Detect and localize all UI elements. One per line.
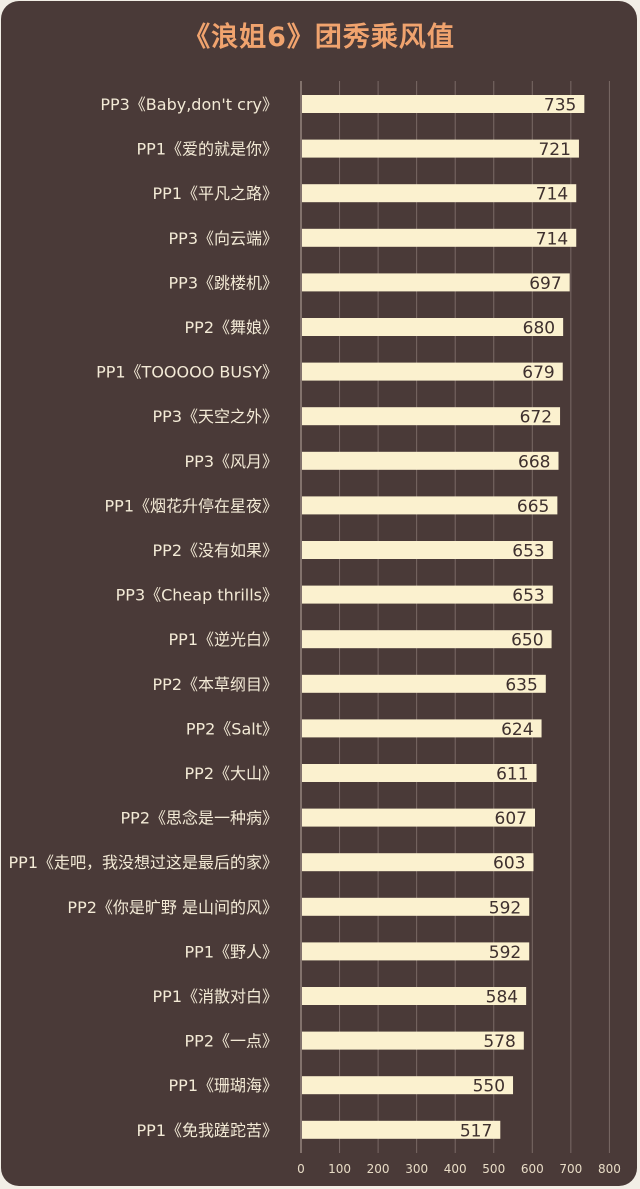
- bar: [302, 407, 561, 426]
- value-label: 578: [483, 1032, 515, 1052]
- value-label: 653: [512, 586, 544, 606]
- category-label: PP3《风月》: [185, 452, 278, 471]
- bar: [302, 95, 585, 113]
- value-label: 735: [544, 96, 576, 116]
- value-label: 635: [505, 675, 537, 695]
- bar: [302, 318, 564, 336]
- value-label: 714: [536, 229, 568, 249]
- bar: [302, 1076, 514, 1095]
- category-label: PP1《TOOOOO BUSY》: [96, 363, 278, 382]
- bar: [302, 1120, 501, 1139]
- value-label: 672: [520, 408, 552, 428]
- value-label: 550: [473, 1077, 505, 1097]
- value-label: 603: [493, 854, 525, 874]
- category-label: PP1《逆光白》: [169, 630, 278, 649]
- x-tick-label: 800: [598, 1162, 621, 1176]
- x-tick-label: 100: [328, 1162, 351, 1176]
- x-tick-label: 300: [405, 1162, 428, 1176]
- value-label: 592: [489, 898, 521, 918]
- category-label: PP2《思念是一种病》: [121, 809, 278, 828]
- category-label: PP1《爱的就是你》: [137, 140, 278, 159]
- bar: [302, 496, 558, 515]
- value-label: 650: [511, 631, 543, 651]
- category-label: PP2《本草纲目》: [153, 675, 278, 694]
- category-label: PP2《Salt》: [186, 719, 278, 738]
- category-label: PP1《珊瑚海》: [169, 1076, 278, 1095]
- bar: [302, 719, 542, 738]
- value-label: 665: [517, 497, 549, 517]
- category-label: PP1《免我蹉跎苦》: [137, 1121, 278, 1140]
- category-label: PP2《大山》: [185, 764, 278, 783]
- category-label: PP3《天空之外》: [153, 407, 278, 426]
- category-label: PP1《烟花升停在星夜》: [105, 496, 278, 515]
- value-label: 611: [496, 765, 528, 785]
- value-label: 592: [489, 943, 521, 963]
- bar: [302, 1031, 524, 1050]
- category-label: PP1《平凡之路》: [153, 184, 278, 203]
- value-label: 680: [523, 319, 555, 339]
- value-label: 697: [529, 274, 561, 294]
- x-tick-label: 700: [559, 1162, 582, 1176]
- category-label: PP3《跳楼机》: [169, 273, 278, 292]
- x-tick-label: 0: [297, 1162, 305, 1176]
- bar: [302, 808, 535, 827]
- bar: [302, 541, 553, 559]
- value-label: 679: [522, 363, 554, 383]
- value-label: 653: [512, 542, 544, 562]
- category-label: PP1《消散对白》: [153, 987, 278, 1006]
- bar: [302, 630, 552, 649]
- bar: [302, 228, 577, 247]
- category-label: PP1《野人》: [185, 942, 278, 961]
- value-label: 517: [460, 1121, 492, 1141]
- bar: [302, 942, 530, 961]
- category-label: PP3《向云端》: [169, 229, 278, 248]
- value-label: 668: [518, 452, 550, 472]
- category-label: PP3《Cheap thrills》: [116, 586, 278, 605]
- bar: [302, 139, 579, 158]
- x-tick-label: 400: [444, 1162, 467, 1176]
- category-label: PP3《Baby,don't cry》: [100, 95, 278, 114]
- value-label: 607: [495, 809, 527, 829]
- value-label: 624: [501, 720, 533, 740]
- bar: [302, 897, 530, 916]
- bar: [302, 273, 570, 292]
- chart-title: 《浪姐6》团秀乘风值: [183, 22, 455, 53]
- category-label: PP2《一点》: [185, 1032, 278, 1051]
- bar: [302, 674, 546, 693]
- x-tick-label: 600: [521, 1162, 544, 1176]
- value-label: 584: [486, 988, 518, 1008]
- value-label: 714: [536, 185, 568, 205]
- bar: [302, 184, 577, 203]
- bar: [302, 362, 563, 381]
- category-label: PP2《没有如果》: [153, 541, 278, 560]
- bar: [302, 987, 527, 1005]
- bar: [302, 853, 534, 872]
- x-tick-label: 200: [367, 1162, 390, 1176]
- bar: [302, 585, 553, 604]
- category-label: PP2《舞娘》: [185, 318, 278, 337]
- value-label: 721: [538, 140, 570, 160]
- bar: [302, 764, 537, 782]
- bar: [302, 451, 559, 470]
- category-label: PP1《走吧，我没想过这是最后的家》: [9, 853, 278, 872]
- x-tick-label: 500: [482, 1162, 505, 1176]
- category-label: PP2《你是旷野 是山间的风》: [67, 898, 278, 917]
